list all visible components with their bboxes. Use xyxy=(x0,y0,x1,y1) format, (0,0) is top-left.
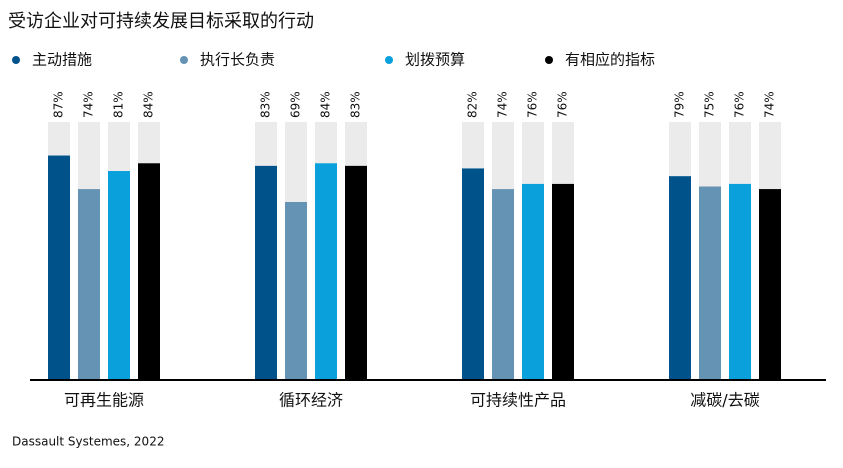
bar xyxy=(108,171,130,380)
value-label: 81% xyxy=(112,91,126,118)
bar xyxy=(255,165,277,380)
value-label: 69% xyxy=(289,91,303,118)
value-label: 87% xyxy=(52,91,66,118)
legend-marker xyxy=(180,56,188,64)
x-tick-label: 循环经济 xyxy=(279,391,343,410)
bar xyxy=(492,189,514,380)
value-label: 74% xyxy=(82,91,96,118)
value-label: 84% xyxy=(142,91,156,118)
chart-title: 受访企业对可持续发展目标采取的行动 xyxy=(8,11,314,32)
value-label: 83% xyxy=(349,91,363,118)
legend-marker xyxy=(385,56,393,64)
value-label: 84% xyxy=(319,91,333,118)
bar xyxy=(462,168,484,380)
bar xyxy=(669,176,691,380)
bar xyxy=(522,183,544,380)
bar xyxy=(138,163,160,380)
legend-label: 有相应的指标 xyxy=(565,51,655,69)
bar xyxy=(78,189,100,380)
value-label: 83% xyxy=(259,91,273,118)
bar xyxy=(699,186,721,380)
bar xyxy=(315,163,337,380)
legend-label: 划拨预算 xyxy=(405,51,465,69)
x-tick-label: 减碳/去碳 xyxy=(690,391,759,410)
bar xyxy=(48,155,70,380)
bar xyxy=(552,183,574,380)
value-label: 76% xyxy=(556,91,570,118)
bar xyxy=(759,189,781,380)
value-label: 82% xyxy=(466,91,480,118)
legend-label: 主动措施 xyxy=(32,51,92,69)
value-label: 74% xyxy=(763,91,777,118)
value-label: 76% xyxy=(733,91,747,118)
value-label: 79% xyxy=(673,91,687,118)
legend-marker xyxy=(545,56,553,64)
bar xyxy=(729,183,751,380)
source: Dassault Systemes, 2022 xyxy=(12,435,164,449)
value-label: 74% xyxy=(496,91,510,118)
value-label: 75% xyxy=(703,91,717,118)
legend-label: 执行长负责 xyxy=(200,51,275,69)
legend-marker xyxy=(12,56,20,64)
bar xyxy=(345,165,367,380)
x-tick-label: 可再生能源 xyxy=(64,391,144,410)
value-label: 76% xyxy=(526,91,540,118)
x-tick-label: 可持续性产品 xyxy=(470,391,566,410)
bar xyxy=(285,201,307,380)
